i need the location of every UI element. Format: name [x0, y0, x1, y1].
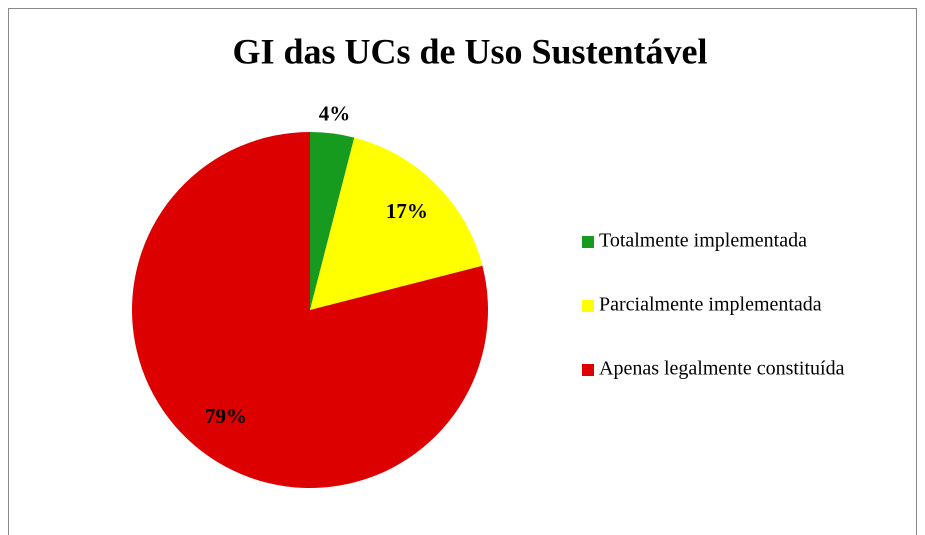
legend-label: Apenas legalmente constituída	[599, 358, 845, 380]
legend-label: Parcialmente implementada	[599, 294, 822, 316]
data-label: 4%	[319, 102, 351, 126]
pie-slice	[310, 137, 483, 310]
legend-swatch	[582, 364, 594, 376]
pie-slice	[310, 132, 355, 310]
legend-swatch	[582, 236, 594, 248]
data-label: 17%	[386, 199, 428, 223]
data-label: 79%	[205, 404, 247, 428]
legend-label: Totalmente implementada	[599, 230, 807, 252]
legend-swatch	[582, 300, 594, 312]
pie-slice	[132, 132, 489, 488]
chart-title: GI das UCs de Uso Sustentável	[232, 31, 707, 71]
